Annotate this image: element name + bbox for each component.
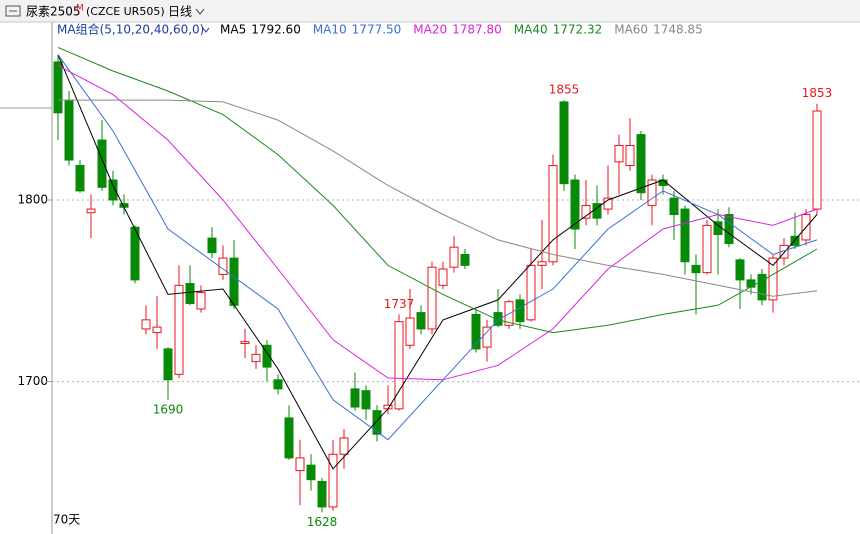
candle-body bbox=[416, 312, 426, 330]
candle-body bbox=[482, 326, 492, 348]
candle-body bbox=[152, 326, 162, 334]
candle-body bbox=[229, 257, 239, 306]
ma-line bbox=[57, 65, 818, 381]
candle-body bbox=[141, 319, 151, 330]
period-chevron[interactable] bbox=[195, 8, 205, 15]
candle-body bbox=[438, 268, 448, 286]
legend-name: MA10 bbox=[313, 23, 347, 37]
toolbar bbox=[0, 0, 860, 22]
candle-body bbox=[295, 457, 305, 472]
candle-body bbox=[75, 164, 85, 192]
low-label: 1628 bbox=[307, 515, 338, 529]
candle-body bbox=[757, 273, 767, 301]
candle-body bbox=[218, 257, 228, 275]
candle-body bbox=[669, 197, 679, 216]
candle-body bbox=[372, 410, 382, 435]
legend-name: MA40 bbox=[514, 23, 548, 37]
candle-body bbox=[526, 264, 536, 321]
candle-body bbox=[460, 253, 470, 266]
candle-body bbox=[812, 110, 822, 210]
symbol-flag: M bbox=[76, 4, 84, 14]
candle-body bbox=[405, 317, 415, 346]
ma-line bbox=[58, 99, 818, 297]
candle-body bbox=[185, 283, 195, 305]
candle-body bbox=[64, 99, 74, 161]
candle-body bbox=[625, 145, 635, 166]
legend-name: MA5 bbox=[220, 23, 246, 37]
candle-body bbox=[614, 145, 624, 163]
candle-body bbox=[306, 464, 316, 481]
candle-body bbox=[339, 437, 349, 455]
candle-body bbox=[515, 299, 525, 323]
candle-body bbox=[537, 261, 547, 266]
candle-body bbox=[493, 312, 503, 326]
candle-body bbox=[691, 264, 701, 274]
candle-body bbox=[680, 208, 690, 263]
candle-body bbox=[174, 284, 184, 375]
candle-body bbox=[86, 208, 96, 214]
candle-body bbox=[636, 134, 646, 194]
candle-body bbox=[317, 480, 327, 508]
y-tick-label: 1800 bbox=[17, 192, 48, 206]
candle-body bbox=[724, 214, 734, 245]
legend-value: 1777.50 bbox=[352, 23, 402, 37]
high-label: 1855 bbox=[549, 83, 580, 97]
candle-body bbox=[449, 246, 459, 268]
period-select[interactable]: 日线 bbox=[168, 5, 192, 19]
indicator-title[interactable]: MA组合(5,10,20,40,60,0) bbox=[57, 22, 204, 37]
candle-body bbox=[130, 226, 140, 281]
candle-body bbox=[108, 179, 118, 201]
candle-body bbox=[768, 257, 778, 301]
symbol-code: (CZCE UR505) bbox=[86, 5, 165, 18]
y-tick-label: 1700 bbox=[17, 374, 48, 388]
candle-body bbox=[207, 237, 217, 254]
candle-body bbox=[361, 390, 371, 410]
candle-body bbox=[581, 204, 591, 219]
candle-body bbox=[746, 279, 756, 288]
legend-value: 1748.85 bbox=[653, 23, 703, 37]
candle-body bbox=[790, 235, 800, 246]
ma-line bbox=[57, 54, 818, 470]
candle-body bbox=[328, 453, 338, 508]
candle-body bbox=[262, 344, 272, 368]
candle-body bbox=[570, 179, 580, 230]
candle-body bbox=[603, 197, 613, 210]
high-label: 1737 bbox=[384, 297, 415, 311]
low-label: 1690 bbox=[153, 402, 184, 416]
candle-body bbox=[702, 224, 712, 274]
toolbar-icon[interactable] bbox=[5, 5, 21, 17]
candle-body bbox=[647, 179, 657, 206]
candle-body bbox=[53, 61, 63, 114]
legend-value: 1772.32 bbox=[553, 23, 603, 37]
candle-body bbox=[427, 266, 437, 330]
candle-body bbox=[251, 353, 261, 363]
plot: 1700 1800 1855 1690 1628 1737 1853 bbox=[17, 46, 860, 529]
period-label: 70天 bbox=[53, 513, 80, 527]
candle-body bbox=[284, 417, 294, 459]
candle-body bbox=[735, 259, 745, 281]
candle-body bbox=[394, 321, 404, 410]
candle-body bbox=[471, 313, 481, 350]
high-label: 1853 bbox=[802, 86, 833, 100]
candle-body bbox=[350, 388, 360, 408]
indicator-chevron[interactable] bbox=[202, 27, 210, 33]
legend-value: 1787.80 bbox=[452, 23, 502, 37]
candle-body bbox=[196, 292, 206, 310]
candle-body bbox=[97, 139, 107, 188]
legend-name: MA60 bbox=[614, 23, 648, 37]
candle-body bbox=[548, 164, 558, 263]
legend-name: MA20 bbox=[413, 23, 447, 37]
candle-body bbox=[163, 348, 173, 381]
symbol[interactable]: 尿素2505 bbox=[26, 5, 81, 19]
candle-body bbox=[559, 101, 569, 185]
candle-body bbox=[240, 341, 250, 344]
candle-body bbox=[273, 379, 283, 390]
legend-value: 1792.60 bbox=[251, 23, 301, 37]
ma-line bbox=[57, 46, 818, 334]
